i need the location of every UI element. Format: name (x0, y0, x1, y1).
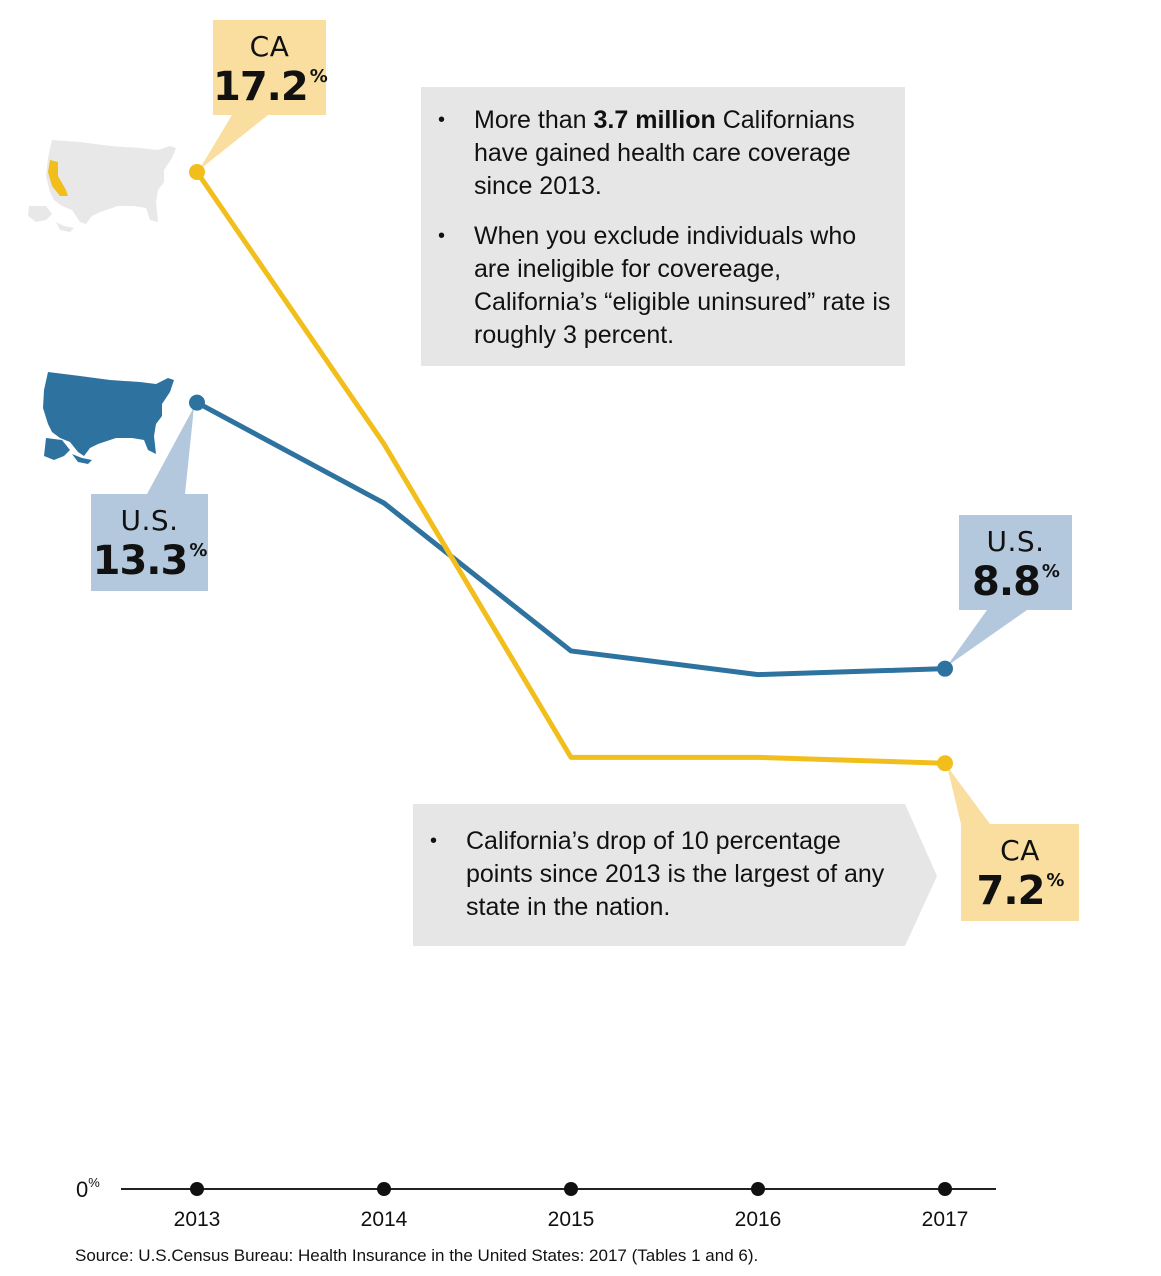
us-end-name: U.S. (986, 525, 1045, 558)
us-map-icon (43, 372, 174, 464)
ca-end-unit: % (1046, 870, 1064, 891)
x-tick-dot-2017 (938, 1182, 952, 1196)
us-end-callout: U.S. 8.8% (959, 525, 1072, 605)
bullet: • (438, 109, 446, 131)
y-zero-unit: % (88, 1175, 100, 1190)
bottom-note-item-1: • California’s drop of 10 percentage poi… (430, 827, 885, 921)
bottom-note-box (413, 804, 937, 946)
x-tick-label-2014: 2014 (360, 1208, 408, 1231)
ca-start-callout: CA 17.2% (213, 30, 328, 110)
highlight-figure: 3.7 million (593, 106, 716, 134)
us-start-value: 13.3% (92, 538, 208, 584)
us-start-callout-box (91, 407, 208, 591)
data-point-ca-2013 (189, 164, 205, 180)
data-point-us-2013 (189, 394, 205, 411)
us-end-callout-box (947, 515, 1072, 666)
us-start-name: U.S. (120, 504, 179, 537)
series-line-ca (194, 170, 946, 766)
ca-end-value: 7.2% (976, 868, 1065, 914)
ca-end-callout: CA 7.2% (961, 834, 1079, 914)
ca-start-unit: % (309, 66, 328, 87)
top-note: • More than 3.7 million Californians hav… (424, 104, 894, 369)
top-note-box (421, 87, 905, 366)
ca-start-name: CA (249, 30, 290, 63)
data-point-us-2017 (937, 660, 953, 677)
bottom-note: • California’s drop of 10 percentage poi… (416, 825, 886, 941)
us-start-callout: U.S. 13.3% (91, 504, 208, 584)
x-tick-dot-2015 (564, 1182, 578, 1196)
y-zero-label: 0% (76, 1175, 100, 1202)
x-tick-label-2015: 2015 (547, 1208, 595, 1231)
bullet: • (430, 830, 438, 852)
top-note-item-1: • More than 3.7 million Californians hav… (438, 106, 855, 200)
bullet: • (438, 225, 446, 247)
top-note-item-2: • When you exclude individuals who are i… (438, 222, 891, 349)
x-tick-label-2013: 2013 (173, 1208, 221, 1231)
data-point-ca-2017 (937, 755, 953, 772)
x-tick-dot-2016 (751, 1182, 765, 1196)
x-tick-label-2016: 2016 (734, 1208, 782, 1231)
ca-end-callout-box (947, 766, 1079, 921)
x-tick-label-2017: 2017 (921, 1208, 969, 1231)
ca-start-callout-box (199, 20, 326, 170)
us-end-value: 8.8% (972, 559, 1060, 605)
ca-end-name: CA (1000, 834, 1040, 867)
source-note: Source: U.S.Census Bureau: Health Insura… (75, 1246, 759, 1265)
ca-start-value: 17.2% (213, 64, 328, 110)
us-end-unit: % (1041, 561, 1060, 582)
series-line-us (195, 400, 946, 678)
us-start-unit: % (189, 540, 207, 561)
x-tick-dot-2013 (190, 1182, 204, 1196)
x-tick-dot-2014 (377, 1182, 391, 1196)
us-map-california-highlight-icon (28, 140, 176, 232)
